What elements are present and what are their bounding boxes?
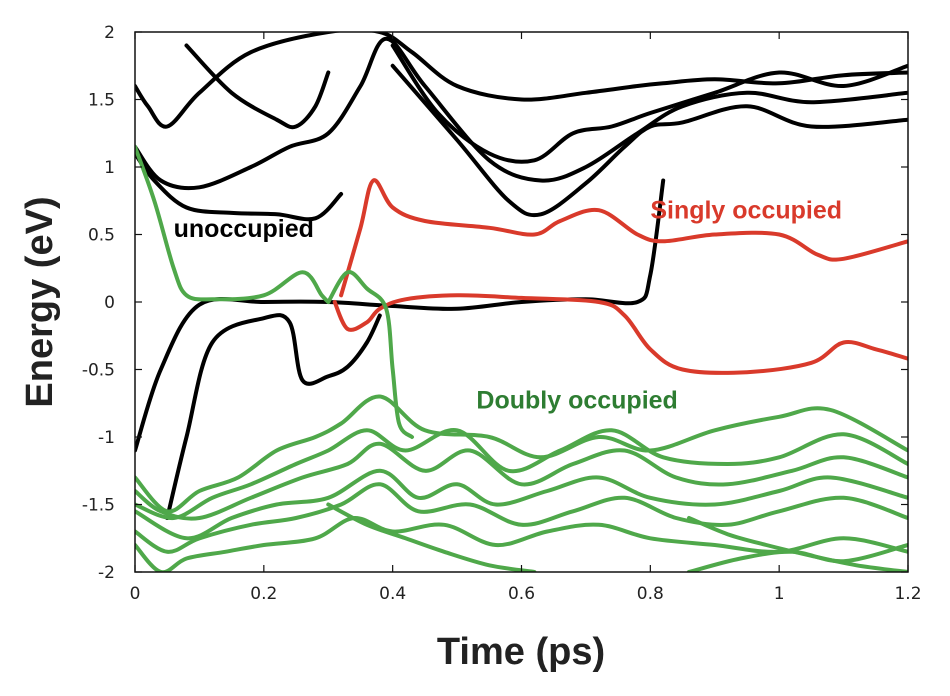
x-tick-label: 0.4 xyxy=(379,584,406,604)
series-line-unoccupied-2 xyxy=(135,151,344,222)
annotation-label: Doubly occupied xyxy=(476,387,677,415)
series-lines xyxy=(135,32,908,572)
y-tick-label: -1 xyxy=(98,428,115,448)
series-line-unoccupied-1 xyxy=(135,36,908,191)
x-tick-label: 0.8 xyxy=(637,584,664,604)
x-tick-label: 0.6 xyxy=(508,584,535,604)
y-tick-label: 1.5 xyxy=(88,91,115,111)
series-line-doubly-occupied-14 xyxy=(135,441,908,521)
series-line-doubly-occupied-11 xyxy=(326,270,414,439)
series-line-doubly-occupied-17 xyxy=(135,515,908,572)
plot-frame xyxy=(134,31,909,573)
series-line-unoccupied-3 xyxy=(390,43,908,164)
series-line-doubly-occupied-16 xyxy=(135,482,908,554)
axis-ticks: 0 0.2 0.4 0.6 0.8 1 1.2 2 1.5 1 0.5 0 -0.5 -1 -1.5 -2 xyxy=(82,23,922,604)
x-tick-label: 0 xyxy=(130,584,141,604)
series-line-doubly-occupied-15 xyxy=(135,468,908,541)
y-tick-label: 0.5 xyxy=(88,226,115,246)
series-line-unoccupied-4 xyxy=(390,63,908,218)
series-line-unoccupied-6 xyxy=(135,178,666,453)
y-tick-label: -1.5 xyxy=(82,496,115,516)
y-tick-label: -2 xyxy=(98,563,115,583)
y-tick-label: -0.5 xyxy=(82,361,115,381)
series-line-unoccupied-5 xyxy=(184,43,331,130)
series-line-singly-occupied-8 xyxy=(339,178,908,298)
y-tick-label: 2 xyxy=(104,23,115,43)
x-tick-label: 1.2 xyxy=(894,584,921,604)
y-tick-label: 0 xyxy=(104,293,115,313)
y-axis-title: Energy (eV) xyxy=(19,196,61,407)
x-tick-label: 1 xyxy=(774,584,785,604)
series-line-doubly-occupied-18 xyxy=(326,502,537,572)
series-line-doubly-occupied-10 xyxy=(135,144,331,304)
annotation-label: unoccupied xyxy=(174,215,314,243)
y-tick-label: 1 xyxy=(104,158,115,178)
annotation-label: Singly occupied xyxy=(650,196,842,224)
x-axis-title: Time (ps) xyxy=(437,631,605,673)
x-tick-label: 0.2 xyxy=(250,584,277,604)
annotations: unoccupied Singly occupied Doubly occupied xyxy=(174,196,842,414)
series-line-unoccupied-7 xyxy=(165,313,382,520)
series-line-doubly-occupied-20 xyxy=(687,543,908,572)
series-line-singly-occupied-9 xyxy=(332,293,908,375)
series-line-doubly-occupied-13 xyxy=(135,428,908,521)
